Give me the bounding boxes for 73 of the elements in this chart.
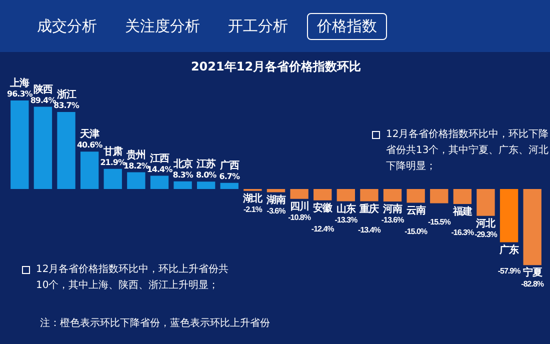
x-tick-label: 甘肃 xyxy=(102,145,123,158)
bar xyxy=(383,188,402,202)
text: 成交分析 xyxy=(36,16,98,36)
data-label: -13.6% xyxy=(381,216,404,225)
text: 注：橙色表示环比下降省份，蓝色表示环比上升省份 xyxy=(40,316,270,330)
annotation: 12月各省价格指数环比中，环比下降省份共13个，其中宁夏、广东、河北下降明显； xyxy=(386,128,550,174)
x-tick-label: 安徽 xyxy=(313,202,334,214)
x-tick-label: 天津 xyxy=(79,128,100,140)
data-label: -82.8% xyxy=(521,279,544,288)
data-label: -57.9% xyxy=(498,266,521,276)
x-tick-label: 福建 xyxy=(452,206,472,218)
data-label: 8.3% xyxy=(172,170,194,180)
x-tick-label: 贵州 xyxy=(126,148,146,161)
bar xyxy=(197,182,216,189)
bar xyxy=(127,172,146,189)
x-tick-label: 广西 xyxy=(218,159,240,172)
x-tick-label: 广东 xyxy=(498,244,520,256)
bar xyxy=(150,176,169,189)
x-tick-label: 湖南 xyxy=(266,194,286,206)
bar xyxy=(266,188,286,192)
text: 价格指数 xyxy=(307,12,387,40)
bar xyxy=(34,106,52,189)
text: 关注度分析 xyxy=(124,16,201,36)
data-label: -2.1% xyxy=(243,205,262,214)
data-label: -15.0% xyxy=(404,226,428,236)
bar xyxy=(290,188,308,199)
data-label: -12.4% xyxy=(311,224,334,234)
bar xyxy=(10,100,29,189)
data-label: -29.3% xyxy=(474,230,498,240)
bar xyxy=(360,188,378,202)
data-label: 40.6% xyxy=(76,140,103,150)
x-tick-label: 四川 xyxy=(290,200,309,213)
data-label: -10.8% xyxy=(288,213,311,222)
annotation: 12月各省价格指数环比中，环比上升省份共10个，其中上海、陕西、浙江上升明显； xyxy=(36,262,230,293)
data-label: -13.4% xyxy=(358,226,381,235)
bar xyxy=(406,188,425,203)
x-tick-label: 浙江 xyxy=(56,88,76,101)
bar xyxy=(104,168,122,189)
bar xyxy=(57,112,76,189)
data-label: 18.2% xyxy=(124,161,150,170)
bar xyxy=(336,188,355,202)
bar xyxy=(314,188,332,200)
data-label: -3.6% xyxy=(266,206,286,216)
x-tick-label: 北京 xyxy=(172,158,193,170)
bar xyxy=(523,188,542,266)
data-label: 21.9% xyxy=(100,158,126,167)
x-tick-label: 陕西 xyxy=(33,83,53,96)
bar xyxy=(476,188,495,216)
x-tick-label: 山东 xyxy=(336,202,356,215)
x-tick-label: 上海 xyxy=(9,76,30,89)
data-label: -15.5% xyxy=(428,217,451,226)
bar xyxy=(453,188,472,204)
x-tick-label: 云南 xyxy=(406,204,426,216)
data-label: 83.7% xyxy=(54,101,80,110)
x-tick-label: 重庆 xyxy=(358,202,380,215)
data-label: -16.3% xyxy=(451,228,474,238)
bar xyxy=(80,152,99,189)
x-tick-label: 河北 xyxy=(475,218,497,230)
x-tick-label: 湖北 xyxy=(242,192,264,205)
x-tick-label: 江苏 xyxy=(196,158,216,170)
x-tick-label: 宁夏 xyxy=(522,266,542,279)
bar xyxy=(500,188,518,242)
data-label: 96.3% xyxy=(7,89,33,98)
bar xyxy=(430,188,448,204)
data-label: 8.0% xyxy=(196,170,217,180)
chart-title: 2021年12月各省价格指数环比 xyxy=(190,59,362,74)
x-tick-label: 江西 xyxy=(148,152,170,164)
bar xyxy=(220,182,238,189)
data-label: 6.7% xyxy=(219,172,240,181)
data-label: -13.3% xyxy=(334,215,358,224)
bar xyxy=(174,181,192,189)
x-tick-label: 河南 xyxy=(382,203,403,216)
text: 开工分析 xyxy=(227,16,289,36)
